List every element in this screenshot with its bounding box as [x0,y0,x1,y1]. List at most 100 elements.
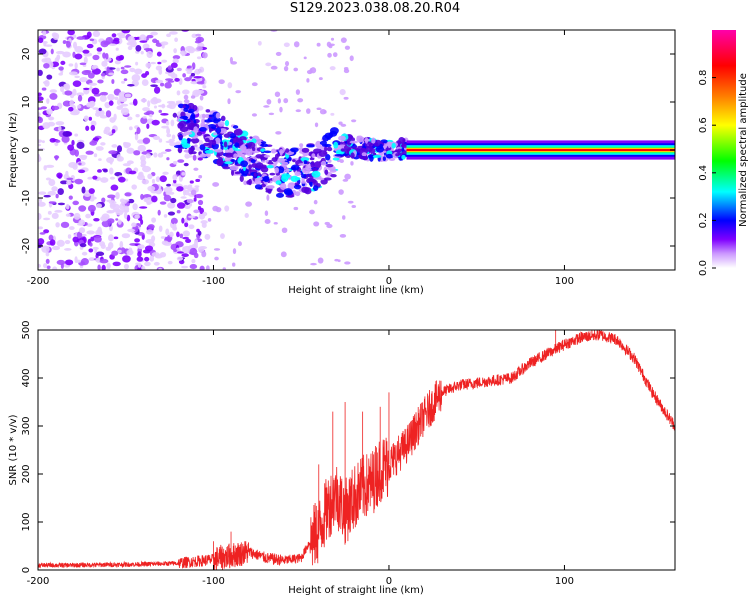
noise-blob [76,92,85,97]
noise-blob [100,40,109,48]
noise-blob [314,122,319,128]
noise-blob [159,175,167,183]
noise-blob [224,205,230,212]
noise-blob [106,199,115,203]
noise-blob [131,74,141,82]
noise-blob [144,261,151,267]
noise-blob [165,148,172,152]
feature-blob [321,160,327,166]
noise-blob [85,125,90,131]
noise-blob [187,46,196,54]
noise-blob [96,47,103,52]
noise-blob [126,214,131,222]
noise-blob [257,40,262,46]
noise-blob [137,244,145,250]
noise-blob [196,46,203,51]
noise-blob [88,82,98,86]
noise-blob [127,198,135,204]
noise-blob [86,230,95,235]
noise-blob [329,66,336,71]
feature-blob [224,152,233,158]
noise-blob [293,67,299,72]
noise-blob [48,234,54,241]
noise-blob [196,81,205,85]
noise-blob [160,151,167,155]
noise-blob [51,105,60,111]
feature-blob [372,154,382,158]
noise-blob [195,33,202,37]
noise-blob [103,169,108,173]
noise-blob [38,212,42,221]
feature-blob [219,141,224,145]
noise-blob [111,79,115,84]
noise-blob [168,138,175,143]
noise-blob [123,78,128,82]
noise-blob [158,267,163,270]
noise-blob [123,211,128,219]
noise-blob [275,131,282,135]
noise-blob [157,209,161,216]
noise-blob [207,217,212,222]
feature-blob [269,172,276,176]
noise-blob [135,61,139,66]
noise-blob [119,240,124,249]
noise-blob [68,195,73,200]
noise-blob [192,154,197,161]
noise-blob [38,116,44,124]
noise-blob [83,115,89,122]
feature-blob [308,181,313,186]
noise-blob [54,155,59,161]
noise-blob [143,112,151,116]
noise-blob [76,231,83,239]
noise-blob [44,79,50,87]
feature-blob [186,137,191,145]
noise-blob [156,51,162,57]
noise-blob [179,233,184,239]
feature-blob [275,180,282,185]
feature-blob [301,173,307,179]
feature-blob [234,171,241,175]
feature-blob [334,153,344,157]
noise-blob [116,99,121,106]
noise-blob [153,152,158,158]
noise-blob [38,112,41,117]
noise-blob [126,249,134,256]
feature-blob [287,182,295,190]
noise-blob [283,42,290,48]
noise-blob [72,80,82,88]
noise-blob [187,184,193,188]
noise-blob [197,206,202,211]
noise-blob [91,68,101,75]
noise-blob [83,87,90,91]
noise-blob [111,250,119,256]
feature-blob [251,163,258,168]
noise-blob [65,213,71,217]
noise-blob [193,197,197,202]
feature-blob [207,123,217,130]
snr-ytick-label: 500 [21,320,32,339]
noise-blob [176,67,182,72]
feature-blob [232,125,239,129]
noise-blob [154,98,162,104]
noise-blob [146,123,150,129]
noise-blob [97,109,105,117]
feature-blob [240,160,249,168]
noise-blob [46,74,53,80]
noise-blob [343,96,349,100]
noise-blob [173,223,177,230]
noise-blob [351,119,357,123]
noise-blob [49,239,56,246]
feature-blob [300,157,310,162]
noise-blob [115,47,119,51]
noise-blob [127,45,133,51]
noise-blob [44,44,53,47]
feature-blob [260,183,266,188]
feature-blob [219,128,227,134]
noise-blob [141,179,150,185]
noise-blob [62,100,72,107]
noise-blob [39,197,43,203]
noise-blob [147,100,151,108]
noise-blob [155,79,164,84]
noise-blob [89,100,96,107]
noise-blob [78,227,86,234]
